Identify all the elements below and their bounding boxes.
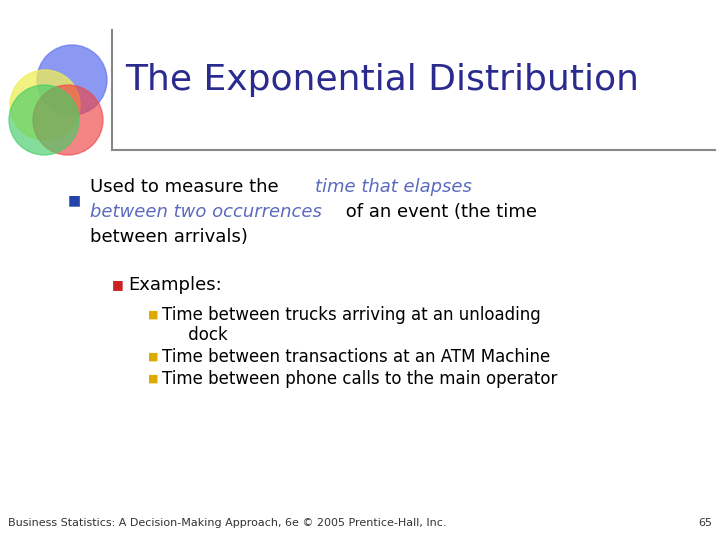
Text: between two occurrences: between two occurrences [90, 203, 322, 221]
Text: Examples:: Examples: [128, 276, 222, 294]
Text: time that elapses: time that elapses [315, 178, 472, 196]
Circle shape [9, 85, 79, 155]
Text: ■: ■ [148, 352, 158, 362]
Circle shape [37, 45, 107, 115]
Text: Time between phone calls to the main operator: Time between phone calls to the main ope… [162, 370, 557, 388]
Circle shape [10, 70, 80, 140]
Text: The Exponential Distribution: The Exponential Distribution [125, 63, 639, 97]
Text: ■: ■ [148, 374, 158, 384]
Text: ■: ■ [112, 279, 124, 292]
Text: Business Statistics: A Decision-Making Approach, 6e © 2005 Prentice-Hall, Inc.: Business Statistics: A Decision-Making A… [8, 518, 446, 528]
Text: ■: ■ [68, 193, 81, 207]
Text: Time between trucks arriving at an unloading: Time between trucks arriving at an unloa… [162, 306, 541, 324]
Text: dock: dock [162, 326, 228, 344]
Text: between arrivals): between arrivals) [90, 228, 248, 246]
Text: of an event (the time: of an event (the time [340, 203, 537, 221]
Circle shape [33, 85, 103, 155]
Text: ■: ■ [148, 310, 158, 320]
Text: 65: 65 [698, 518, 712, 528]
Text: Used to measure the: Used to measure the [90, 178, 284, 196]
Text: Time between transactions at an ATM Machine: Time between transactions at an ATM Mach… [162, 348, 550, 366]
